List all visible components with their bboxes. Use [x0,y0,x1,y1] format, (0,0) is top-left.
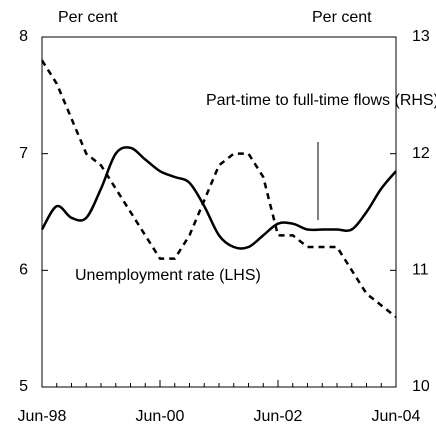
x-tick-label: Jun-98 [18,408,67,425]
y-tick-label: 6 [19,262,28,279]
y-tick-label: 5 [19,378,28,395]
series-line [40,59,397,318]
right-unit: Per cent [312,9,372,26]
x-tick-label: Jun-04 [372,408,421,425]
y2-tick-label: 12 [412,145,430,162]
y2-tick-label: 11 [412,262,429,279]
y-tick-label: 8 [19,28,28,45]
x-tick-label: Jun-02 [254,408,303,425]
y-tick-label: 7 [19,145,28,162]
y2-tick-label: 13 [412,28,430,45]
series-line [40,146,397,250]
series-annotation: Unemployment rate (LHS) [75,267,261,284]
x-tick-label: Jun-00 [136,408,185,425]
y2-tick-label: 10 [412,378,430,395]
plot-frame [41,36,397,388]
series-annotation: Part-time to full-time flows (RHS) [206,92,436,109]
left-unit: Per cent [58,9,118,26]
